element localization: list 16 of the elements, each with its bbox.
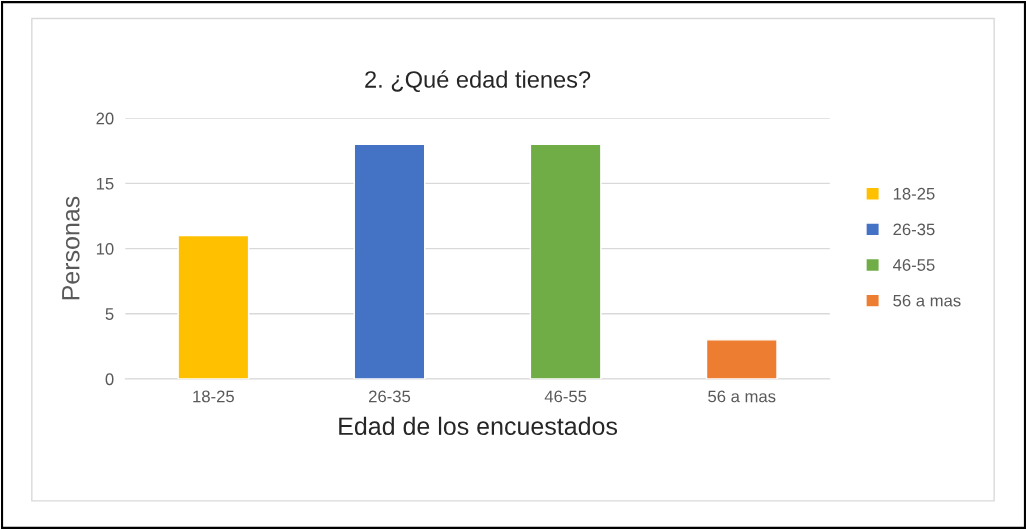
- x-tick-label: 18-25: [193, 390, 234, 403]
- y-tick-label: 0: [105, 373, 114, 386]
- chart-title: 2. ¿Qué edad tienes?: [365, 70, 591, 93]
- y-tick-label: 15: [96, 177, 114, 190]
- x-tick-label: 26-35: [369, 390, 411, 403]
- y-tick-label: 20: [96, 112, 114, 125]
- x-tick-label: 46-55: [544, 390, 587, 403]
- x-tick-label: 56 a mas: [708, 390, 776, 403]
- x-axis-title: Edad de los encuestados: [339, 416, 618, 436]
- y-axis-title: Personas: [62, 196, 80, 300]
- legend-label: 26-35: [893, 223, 935, 236]
- legend-label: 46-55: [893, 259, 935, 271]
- y-tick-label: 5: [105, 308, 114, 320]
- y-tick-label: 10: [96, 242, 114, 255]
- legend-label: 56 a mas: [893, 294, 961, 307]
- legend-label: 18-25: [893, 187, 935, 200]
